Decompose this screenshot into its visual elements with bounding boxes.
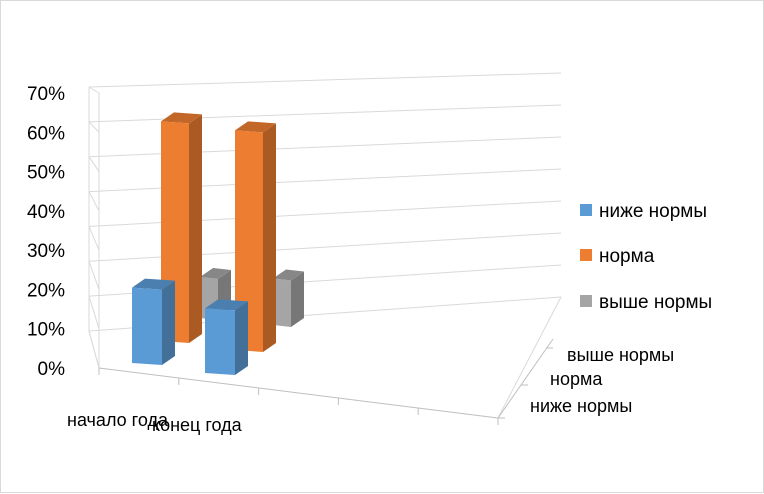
- y-tick-label: 60%: [27, 123, 65, 144]
- bar-side: [263, 123, 276, 352]
- bar-top: [235, 121, 276, 133]
- chart-walls: [89, 73, 561, 331]
- depth-tick-label: выше нормы: [567, 345, 674, 365]
- gridline-side: [88, 121, 100, 133]
- gridline-side: [88, 261, 100, 290]
- legend-swatch: [580, 295, 592, 307]
- bar-side: [291, 271, 304, 327]
- legend-label: ниже нормы: [599, 201, 707, 222]
- legend-swatch: [580, 249, 592, 261]
- x-tick-label: начало года: [67, 410, 169, 430]
- y-tick-label: 20%: [27, 280, 65, 301]
- x-tick-label: конец года: [152, 415, 243, 435]
- bar-side: [162, 280, 175, 365]
- bar-side: [235, 301, 248, 375]
- back-wall: [89, 73, 561, 331]
- floor-edge-right: [497, 296, 562, 419]
- x-axis-line: [98, 367, 499, 419]
- bar-front: [205, 308, 235, 375]
- bar-top: [132, 278, 175, 290]
- legend-label: норма: [599, 246, 655, 267]
- gridline-side: [88, 86, 100, 94]
- axes: 0% 10% 20% 30% 40% 50% 60% 70% начало годаконец …: [27, 84, 674, 435]
- y-tick-label: 30%: [27, 241, 65, 262]
- floor-edge-left: [88, 330, 100, 369]
- bar-front: [132, 287, 162, 365]
- legend-swatch: [580, 204, 592, 216]
- depth-tick-label: ниже нормы: [530, 396, 632, 416]
- gridline-side: [88, 191, 100, 212]
- y-tick-label: 0%: [38, 359, 66, 380]
- gridline-side: [88, 295, 100, 329]
- y-tick-label: 40%: [27, 202, 65, 223]
- legend-label: выше нормы: [599, 292, 712, 313]
- depth-tick-label: норма: [550, 369, 603, 389]
- bar-top: [273, 269, 304, 281]
- bar-side: [189, 114, 202, 343]
- bar-top: [161, 112, 202, 124]
- y-tick-label: 50%: [27, 163, 65, 184]
- gridline: [88, 72, 562, 88]
- gridline-side: [88, 226, 100, 251]
- bar-top: [200, 268, 231, 280]
- depth-axis-line: [497, 338, 554, 419]
- bars: [132, 112, 304, 375]
- gridline-side: [88, 156, 100, 172]
- y-tick-label: 70%: [27, 84, 65, 105]
- legend: ниже нормы норма выше нормы: [580, 201, 712, 313]
- bar: [132, 278, 175, 365]
- y-tick-label: 10%: [27, 320, 65, 341]
- bar: [235, 121, 276, 352]
- bar-top: [205, 299, 248, 311]
- bar-front: [273, 278, 291, 327]
- bar: [273, 269, 304, 327]
- bar-front: [235, 130, 263, 352]
- bar: [205, 299, 248, 375]
